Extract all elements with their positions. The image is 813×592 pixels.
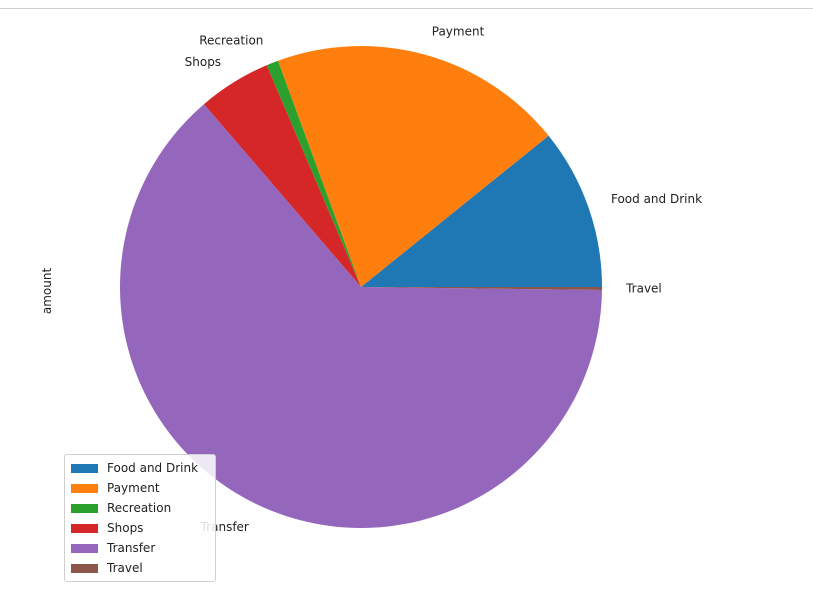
slice-labels: Food and DrinkPaymentRecreationShopsTran… <box>185 25 702 535</box>
legend-swatch <box>71 503 98 513</box>
slice-label-travel: Travel <box>625 282 662 296</box>
y-axis-label: amount <box>40 268 54 315</box>
legend-item-payment: Payment <box>71 478 211 498</box>
slice-label-shops: Shops <box>185 55 221 69</box>
legend-swatch <box>71 463 98 473</box>
top-divider <box>0 8 813 9</box>
slice-payment <box>277 46 549 287</box>
legend-swatch <box>71 563 98 573</box>
slice-transfer <box>120 104 602 528</box>
chart-legend: Food and Drink Payment Recreation Shops Tran… <box>64 454 216 582</box>
legend-swatch <box>71 483 98 493</box>
slice-recreation <box>266 60 361 288</box>
slice-label-food-and-drink: Food and Drink <box>611 192 702 206</box>
legend-label: Food and Drink <box>107 461 199 475</box>
legend-item-travel: Travel <box>71 558 211 578</box>
slice-travel <box>361 287 602 291</box>
legend-item-recreation: Recreation <box>71 498 211 518</box>
pie-slices <box>120 46 602 528</box>
slice-shops <box>203 65 361 287</box>
legend-label: Payment <box>107 481 160 495</box>
legend-label: Travel <box>107 561 143 575</box>
slice-label-payment: Payment <box>432 25 485 39</box>
legend-label: Transfer <box>107 541 156 555</box>
legend-label: Shops <box>107 521 144 535</box>
slice-food-and-drink <box>361 135 602 287</box>
legend-item-transfer: Transfer <box>71 538 211 558</box>
slice-label-recreation: Recreation <box>199 34 263 48</box>
legend-label: Recreation <box>107 501 172 515</box>
legend-swatch <box>71 523 98 533</box>
legend-swatch <box>71 543 98 553</box>
legend-item-shops: Shops <box>71 518 211 538</box>
legend-item-food-and-drink: Food and Drink <box>71 458 211 478</box>
